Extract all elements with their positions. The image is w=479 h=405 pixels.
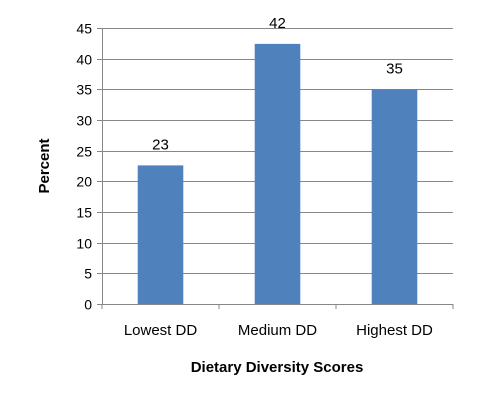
- data-label-lowest-dd: 23: [152, 136, 169, 153]
- bars: [137, 43, 418, 305]
- y-tick-label-40: 40: [76, 52, 92, 68]
- x-tick-label-highest-dd: Highest DD: [356, 322, 433, 339]
- data-label-highest-dd: 35: [386, 60, 403, 77]
- y-tick-label-15: 15: [76, 205, 92, 221]
- bar-highest-dd: [371, 89, 418, 304]
- y-tick-label-10: 10: [76, 236, 92, 252]
- x-axis-title: Dietary Diversity Scores: [191, 359, 364, 376]
- y-axis-title: Percent: [36, 138, 53, 193]
- labels: 0 5 10 15 20 25 30 35 40 45 Lowest DD 23 Medium DD 42…: [76, 15, 433, 339]
- x-tick-label-medium-dd: Medium DD: [238, 322, 317, 339]
- y-tick-label-0: 0: [84, 297, 92, 313]
- y-tick-label-5: 5: [84, 266, 92, 282]
- x-tick-label-lowest-dd: Lowest DD: [124, 322, 198, 339]
- axes: [97, 28, 454, 309]
- y-tick-label-20: 20: [76, 174, 92, 190]
- y-tick-label-25: 25: [76, 144, 92, 160]
- y-tick-label-45: 45: [76, 21, 92, 37]
- y-tick-label-30: 30: [76, 113, 92, 129]
- bar-medium-dd: [254, 43, 301, 305]
- data-label-medium-dd: 42: [269, 15, 286, 32]
- y-tick-label-35: 35: [76, 82, 92, 98]
- bar-lowest-dd: [137, 165, 184, 304]
